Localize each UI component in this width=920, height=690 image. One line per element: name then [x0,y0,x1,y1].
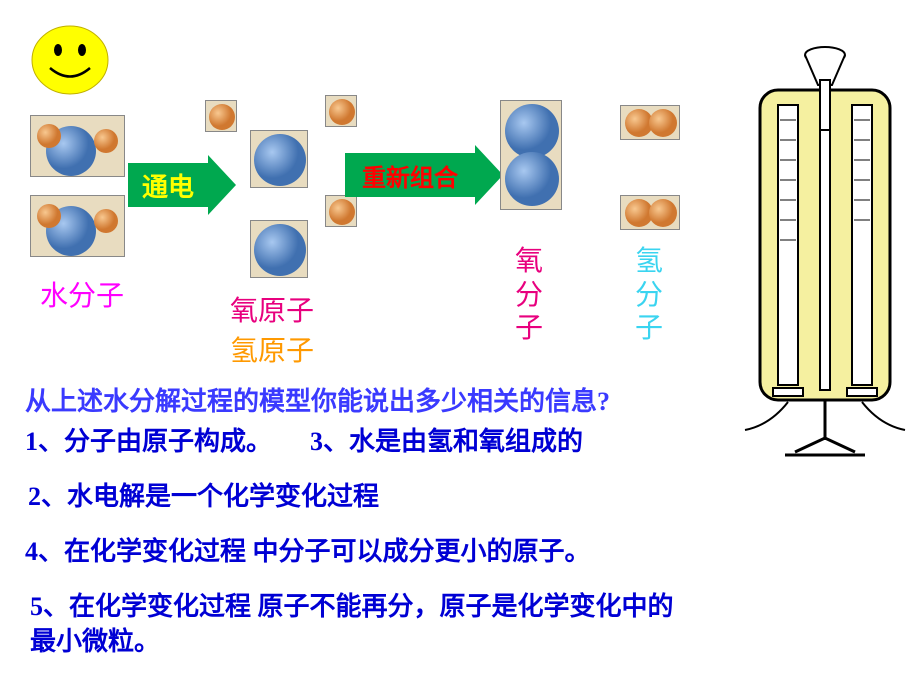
oxygen-molecule [500,100,562,210]
point-5b: 最小微粒。 [30,625,160,659]
arrow-recombine: 重新组合 [345,145,503,205]
question-body: 从上述水分解过程的模型你能说出多少相关的信息 [25,387,597,416]
point-4: 4、在化学变化过程 中分子可以成分更小的原子。 [25,535,591,569]
blue-atom-1 [250,130,308,188]
hydrogen-molecule-2 [620,195,680,230]
water-molecule-2 [30,195,125,257]
question-text: 从上述水分解过程的模型你能说出多少相关的信息? [25,385,610,419]
label-hydrogen-atom: 氢原子 [230,335,314,369]
label-oxygen-atom: 氧原子 [230,295,314,329]
arrow-electrify: 通电 [128,155,236,215]
hydrogen-molecule-1 [620,105,680,140]
point-5a: 5、在化学变化过程 原子不能再分，原子是化学变化中的 [30,590,674,624]
point-2: 2、水电解是一个化学变化过程 [28,480,379,514]
water-molecule-1 [30,115,125,177]
point-1: 1、分子由原子构成。 [25,425,272,459]
orange-atom-1 [205,100,237,132]
orange-atom-2 [325,95,357,127]
point-3: 3、水是由氢和氧组成的 [310,425,583,459]
smiley-face [30,20,110,105]
label-water-molecule: 水分子 [40,280,124,314]
label-oxygen-molecule: 氧分子 [515,245,543,346]
electrolysis-apparatus [740,30,910,460]
question-mark: ? [597,387,610,416]
blue-atom-2 [250,220,308,278]
label-hydrogen-molecule: 氢分子 [635,245,663,346]
